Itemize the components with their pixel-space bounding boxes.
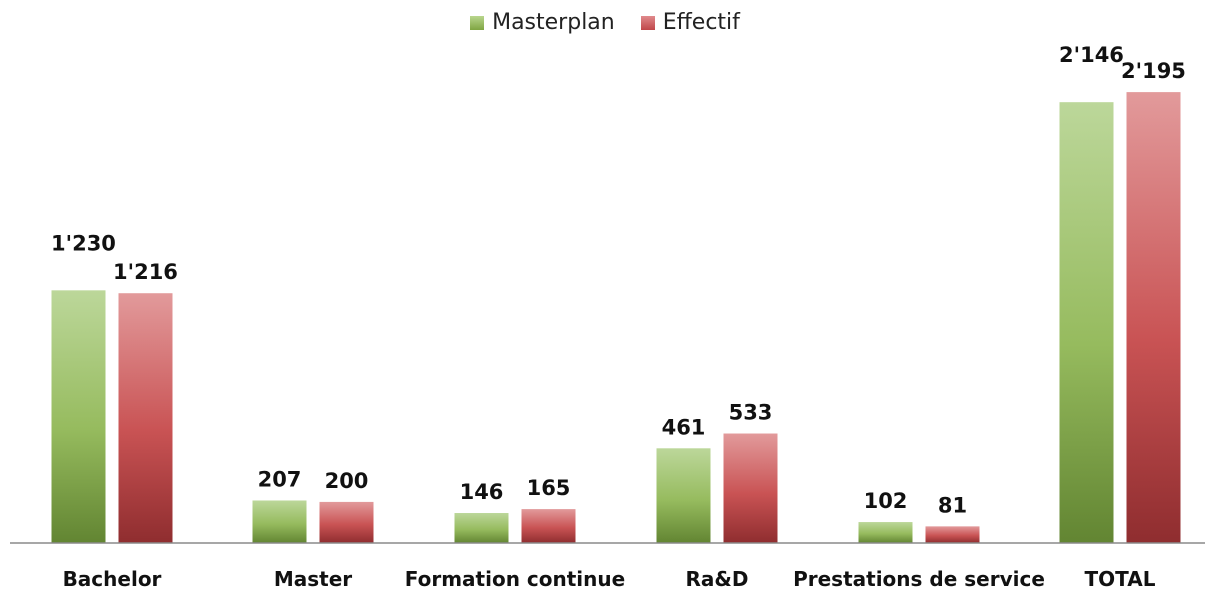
bar-masterplan-1 bbox=[252, 500, 307, 543]
category-label-2: Formation continue bbox=[405, 567, 625, 590]
category-label-1: Master bbox=[274, 567, 352, 590]
value-label-effectif-2: 165 bbox=[527, 476, 571, 500]
bar-effectif-0 bbox=[118, 293, 173, 543]
category-label-4: Prestations de service bbox=[793, 567, 1045, 590]
value-label-effectif-3: 533 bbox=[729, 401, 773, 425]
value-label-masterplan-4: 102 bbox=[864, 489, 908, 513]
value-label-masterplan-2: 146 bbox=[460, 480, 504, 504]
category-label-0: Bachelor bbox=[63, 567, 162, 590]
bar-effectif-2 bbox=[521, 509, 576, 543]
value-label-masterplan-3: 461 bbox=[662, 415, 706, 439]
legend-swatch-masterplan bbox=[470, 15, 485, 30]
bar-masterplan-4 bbox=[858, 522, 913, 543]
bar-effectif-3 bbox=[723, 433, 778, 543]
bar-effectif-1 bbox=[319, 501, 374, 543]
value-label-effectif-0: 1'216 bbox=[113, 260, 178, 284]
legend-item-effectif: Effectif bbox=[640, 10, 740, 35]
legend: Masterplan Effectif bbox=[0, 10, 1210, 35]
bar-masterplan-0 bbox=[51, 290, 106, 543]
value-label-effectif-5: 2'195 bbox=[1121, 59, 1186, 83]
bar-masterplan-2 bbox=[454, 513, 509, 543]
legend-label-masterplan: Masterplan bbox=[492, 10, 615, 35]
legend-swatch-effectif bbox=[640, 15, 655, 30]
category-label-3: Ra&D bbox=[686, 567, 749, 590]
value-label-masterplan-1: 207 bbox=[258, 467, 302, 491]
bar-masterplan-5 bbox=[1059, 102, 1114, 543]
legend-label-effectif: Effectif bbox=[662, 10, 740, 35]
value-label-masterplan-0: 1'230 bbox=[51, 231, 116, 255]
value-label-effectif-4: 81 bbox=[938, 493, 967, 517]
legend-item-masterplan: Masterplan bbox=[470, 10, 615, 35]
value-label-effectif-1: 200 bbox=[325, 469, 369, 493]
category-label-5: TOTAL bbox=[1085, 567, 1156, 590]
bar-effectif-5 bbox=[1126, 92, 1181, 544]
value-label-masterplan-5: 2'146 bbox=[1059, 43, 1124, 67]
bar-effectif-4 bbox=[925, 526, 980, 543]
bar-masterplan-3 bbox=[656, 448, 711, 543]
